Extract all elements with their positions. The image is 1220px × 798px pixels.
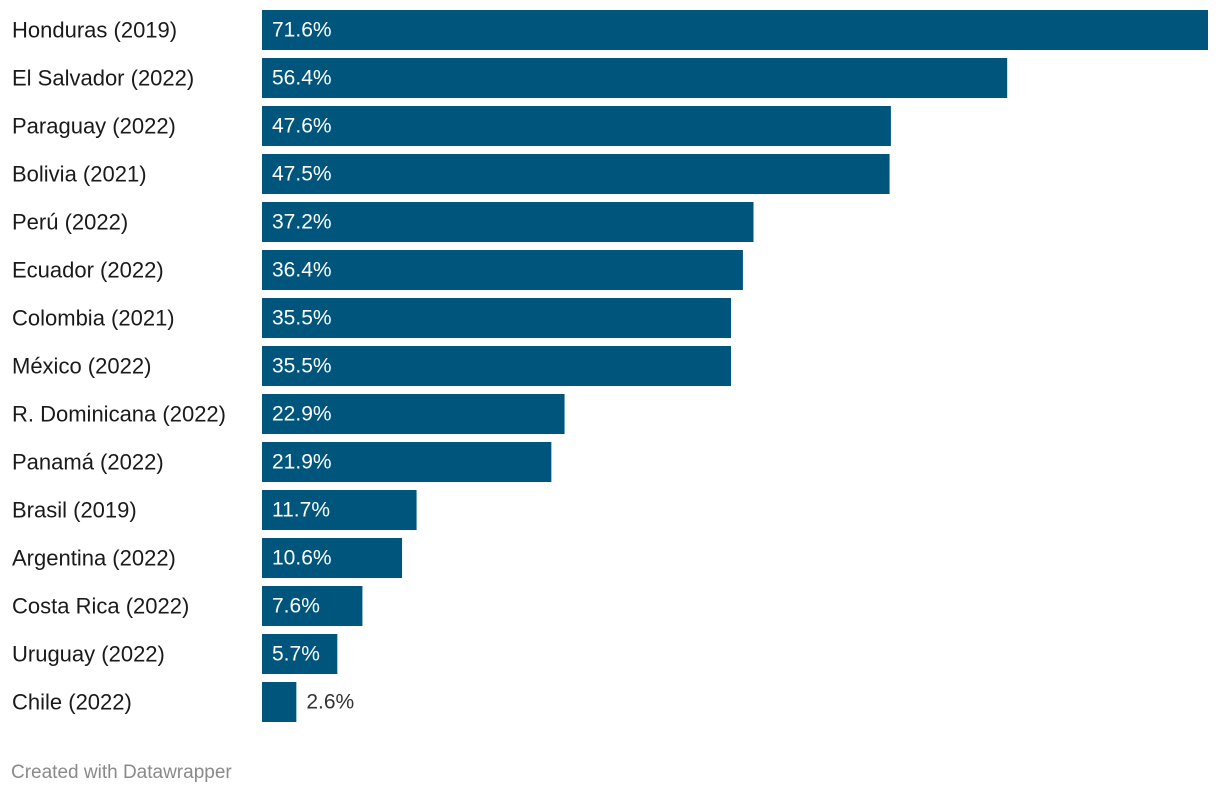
category-label: Perú (2022) [12, 210, 128, 235]
bar [262, 106, 891, 146]
bar [262, 154, 890, 194]
value-label: 47.5% [272, 163, 332, 186]
bar-row: Costa Rica (2022) 7.6% [12, 586, 363, 626]
bar-row: R. Dominicana (2022) 22.9% [12, 394, 565, 434]
bar [262, 442, 552, 482]
bar [262, 394, 565, 434]
bar [262, 586, 363, 626]
bar-row: Ecuador (2022) 36.4% [12, 250, 743, 290]
category-label: Colombia (2021) [12, 306, 175, 331]
bar-row: Colombia (2021) 35.5% [12, 298, 732, 338]
value-label: 56.4% [272, 67, 332, 90]
category-label: R. Dominicana (2022) [12, 402, 226, 427]
value-label: 7.6% [272, 595, 320, 618]
category-label: Chile (2022) [12, 690, 132, 715]
bar [262, 10, 1208, 50]
value-label: 37.2% [272, 211, 332, 234]
bar [262, 346, 732, 386]
datawrapper-credit[interactable]: Created with Datawrapper [11, 762, 232, 783]
bar [262, 250, 743, 290]
bar [262, 538, 403, 578]
bar [262, 682, 297, 722]
value-label: 10.6% [272, 547, 332, 570]
value-label: 11.7% [272, 499, 330, 522]
bar-row: El Salvador (2022) 56.4% [12, 58, 1008, 98]
bar-row: México (2022) 35.5% [12, 346, 732, 386]
bar-row: Perú (2022) 37.2% [12, 202, 754, 242]
value-label: 47.6% [272, 115, 332, 138]
category-label: Argentina (2022) [12, 546, 176, 571]
bar-row: Brasil (2019) 11.7% [12, 490, 417, 530]
bar [262, 490, 417, 530]
value-label: 22.9% [272, 403, 332, 426]
value-label: 35.5% [272, 307, 332, 330]
bar-row: Panamá (2022) 21.9% [12, 442, 552, 482]
bar [262, 58, 1008, 98]
category-label: Ecuador (2022) [12, 258, 164, 283]
category-label: Paraguay (2022) [12, 114, 176, 139]
category-label: Panamá (2022) [12, 450, 164, 475]
bar-chart: Honduras (2019) 71.6% El Salvador (2022) 56… [12, 10, 1208, 722]
category-label: Honduras (2019) [12, 18, 177, 43]
category-label: Brasil (2019) [12, 498, 137, 523]
category-label: Uruguay (2022) [12, 642, 165, 667]
value-label: 35.5% [272, 355, 332, 378]
value-label: 71.6% [272, 19, 332, 42]
value-label: 5.7% [272, 643, 320, 666]
bar [262, 634, 338, 674]
category-label: Costa Rica (2022) [12, 594, 189, 619]
value-label: 36.4% [272, 259, 332, 282]
category-label: México (2022) [12, 354, 151, 379]
bar [262, 202, 754, 242]
category-label: Bolivia (2021) [12, 162, 147, 187]
value-label: 2.6% [306, 691, 354, 714]
bar-row: Uruguay (2022) 5.7% [12, 634, 338, 674]
bar-row: Bolivia (2021) 47.5% [12, 154, 890, 194]
value-label: 21.9% [272, 451, 332, 474]
bar-row: Argentina (2022) 10.6% [12, 538, 403, 578]
bar-row: Honduras (2019) 71.6% [12, 10, 1208, 50]
bar [262, 298, 732, 338]
category-label: El Salvador (2022) [12, 66, 194, 91]
plot-area: Honduras (2019) 71.6% El Salvador (2022) 56… [12, 10, 1208, 722]
bar-row: Paraguay (2022) 47.6% [12, 106, 891, 146]
bar-row: Chile (2022) 2.6% [12, 682, 354, 722]
